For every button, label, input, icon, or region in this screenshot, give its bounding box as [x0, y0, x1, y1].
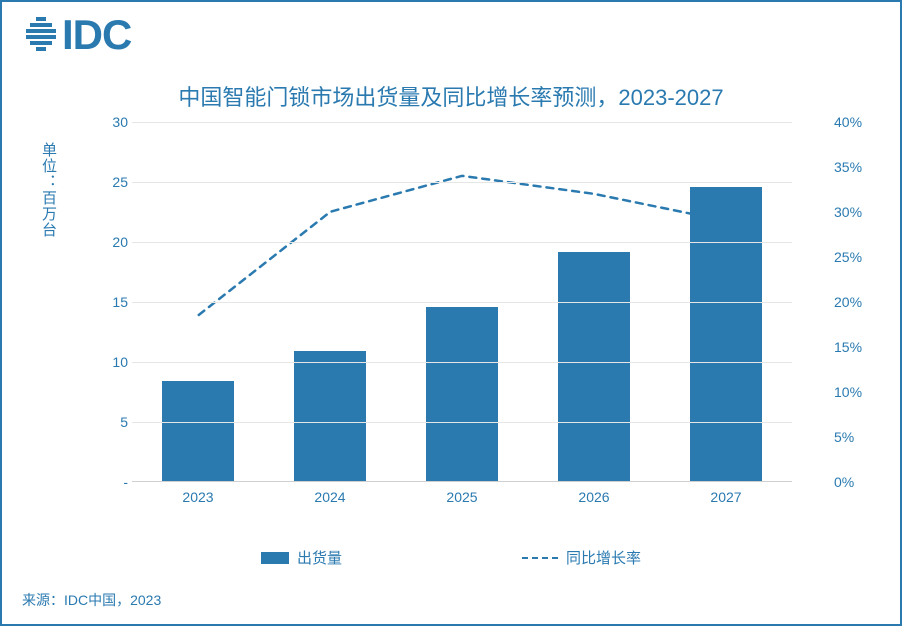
growth-polyline — [199, 176, 726, 315]
chart-title: 中国智能门锁市场出货量及同比增长率预测，2023-2027 — [2, 80, 900, 112]
chart-area: 20232024202520262027 — [82, 122, 842, 522]
x-tick: 2026 — [578, 489, 609, 505]
y-left-tick: 5 — [102, 414, 128, 430]
legend-item-bar: 出货量 — [261, 547, 342, 568]
y-right-tick: 20% — [834, 294, 874, 310]
x-tick: 2023 — [182, 489, 213, 505]
y-left-tick: 25 — [102, 174, 128, 190]
y-right-tick: 0% — [834, 474, 874, 490]
y-left-tick: 30 — [102, 114, 128, 130]
gridline — [132, 362, 792, 363]
source-text: 来源：IDC中国，2023 — [22, 590, 161, 610]
y-left-tick: 10 — [102, 354, 128, 370]
y-left-tick: 20 — [102, 234, 128, 250]
plot-region: 20232024202520262027 — [132, 122, 792, 482]
y-right-tick: 15% — [834, 339, 874, 355]
legend-item-line: 同比增长率 — [522, 547, 641, 568]
idc-logo: IDC — [22, 14, 131, 56]
legend-label-line: 同比增长率 — [566, 547, 641, 568]
y-left-tick: - — [102, 474, 128, 490]
gridline — [132, 182, 792, 183]
gridline — [132, 242, 792, 243]
y-right-tick: 25% — [834, 249, 874, 265]
y-right-tick: 35% — [834, 159, 874, 175]
x-tick: 2025 — [446, 489, 477, 505]
logo-text: IDC — [62, 14, 131, 56]
legend-swatch-line-icon — [522, 557, 558, 559]
y-left-axis-label: 单位：百万台 — [38, 142, 59, 238]
y-right-tick: 30% — [834, 204, 874, 220]
gridline — [132, 422, 792, 423]
y-right-tick: 40% — [834, 114, 874, 130]
x-tick: 2027 — [710, 489, 741, 505]
legend-label-bar: 出货量 — [297, 547, 342, 568]
y-right-tick: 10% — [834, 384, 874, 400]
legend-swatch-bar-icon — [261, 552, 289, 564]
gridline — [132, 302, 792, 303]
x-tick: 2024 — [314, 489, 345, 505]
y-left-tick: 15 — [102, 294, 128, 310]
logo-bars-icon — [22, 17, 60, 53]
gridline — [132, 122, 792, 123]
legend: 出货量 同比增长率 — [2, 547, 900, 568]
y-right-tick: 5% — [834, 429, 874, 445]
